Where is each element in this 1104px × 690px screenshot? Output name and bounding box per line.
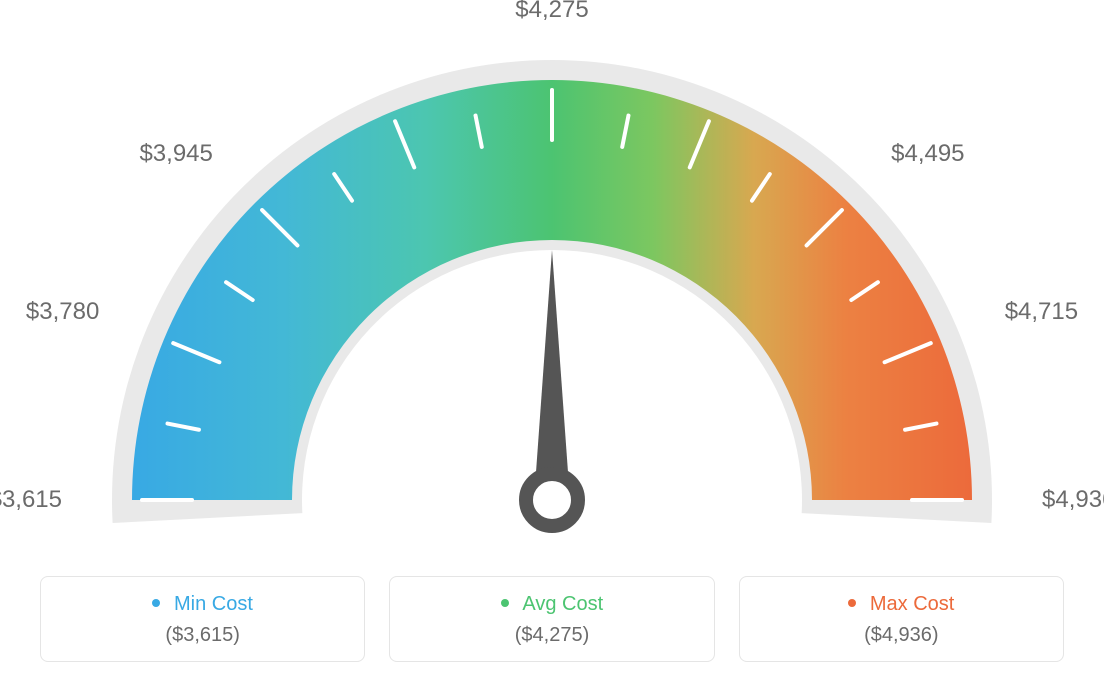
gauge-tick-label: $3,615 xyxy=(0,486,62,514)
max-dot-icon xyxy=(848,599,856,607)
gauge-tick-label: $4,936 xyxy=(1042,486,1104,514)
avg-cost-heading: Avg Cost xyxy=(402,593,701,616)
gauge-tick-label: $4,275 xyxy=(515,0,588,24)
avg-dot-icon xyxy=(501,599,509,607)
gauge-tick-label: $4,495 xyxy=(891,140,964,168)
min-cost-label: Min Cost xyxy=(174,593,253,615)
gauge-svg xyxy=(0,0,1104,560)
gauge-area: $3,615 $3,780 $3,945 $4,275 $4,495 $4,715 $4,9… xyxy=(0,0,1104,560)
gauge-tick-label: $4,715 xyxy=(1005,298,1078,326)
min-cost-value: ($3,615) xyxy=(53,624,352,647)
min-cost-heading: Min Cost xyxy=(53,593,352,616)
avg-cost-card: Avg Cost ($4,275) xyxy=(389,576,714,662)
max-cost-value: ($4,936) xyxy=(752,624,1051,647)
avg-cost-label: Avg Cost xyxy=(522,593,603,615)
cost-gauge-infographic: $3,615 $3,780 $3,945 $4,275 $4,495 $4,715 $4,9… xyxy=(0,0,1104,690)
gauge-needle xyxy=(534,250,570,500)
max-cost-card: Max Cost ($4,936) xyxy=(739,576,1064,662)
avg-cost-value: ($4,275) xyxy=(402,624,701,647)
max-cost-label: Max Cost xyxy=(870,593,954,615)
gauge-tick-label: $3,780 xyxy=(26,298,99,326)
gauge-tick-label: $3,945 xyxy=(139,140,212,168)
min-dot-icon xyxy=(152,599,160,607)
max-cost-heading: Max Cost xyxy=(752,593,1051,616)
min-cost-card: Min Cost ($3,615) xyxy=(40,576,365,662)
gauge-hub xyxy=(526,474,578,526)
summary-cards: Min Cost ($3,615) Avg Cost ($4,275) Max … xyxy=(40,576,1064,662)
